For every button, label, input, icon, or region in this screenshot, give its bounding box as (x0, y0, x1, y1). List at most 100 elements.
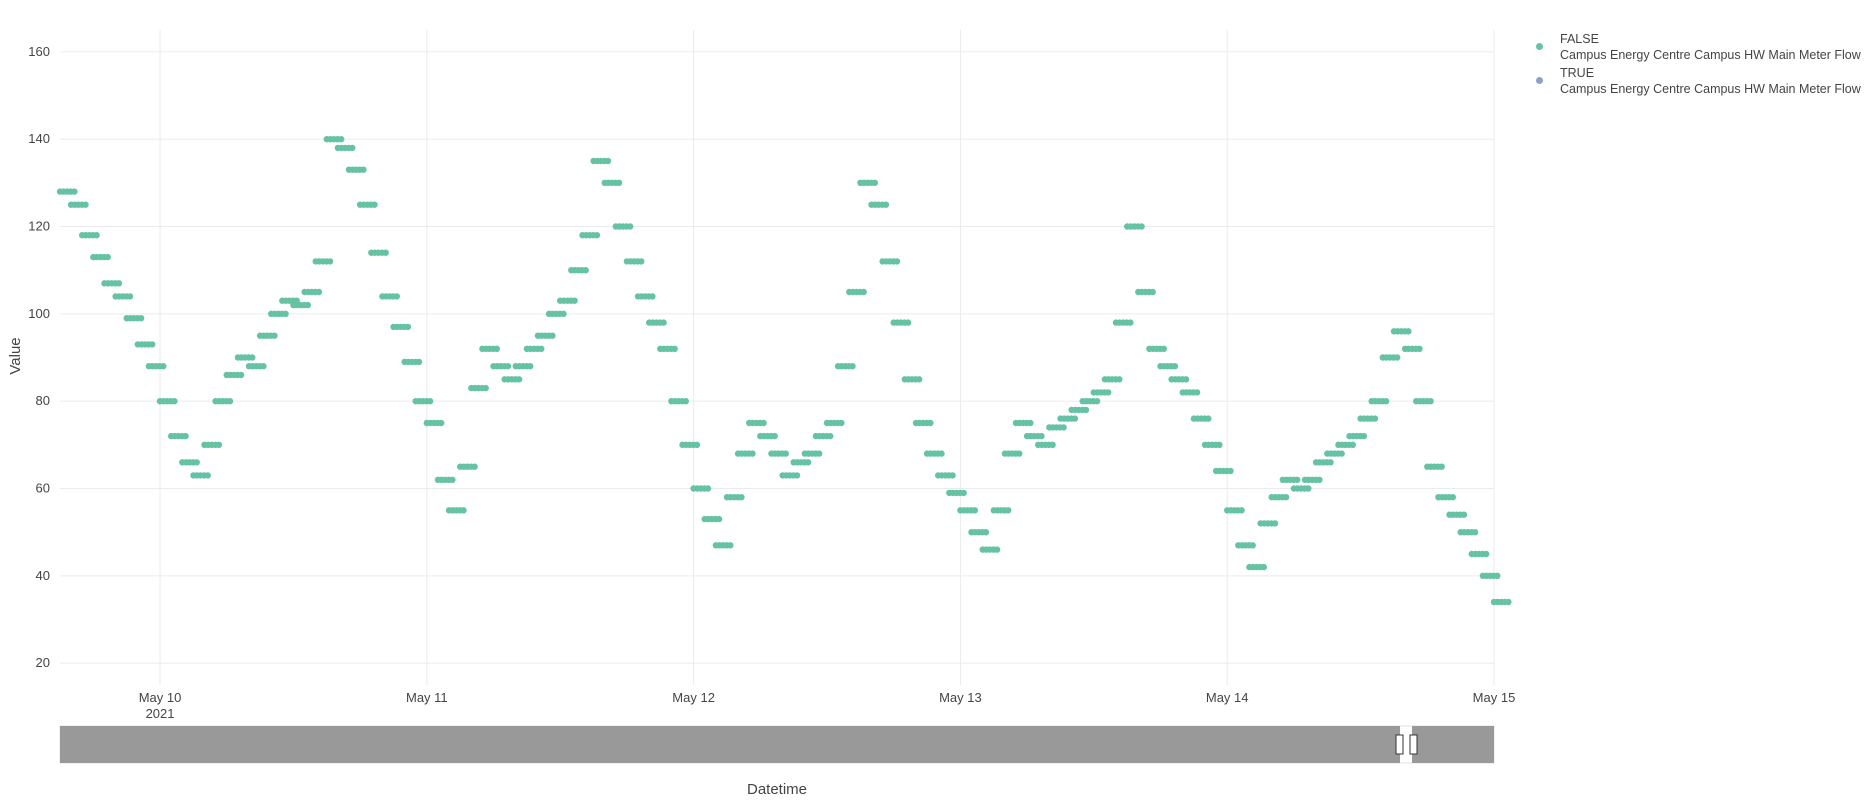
data-point-cluster (115, 280, 123, 287)
data-point-cluster (1360, 432, 1368, 440)
data-point-cluster (471, 463, 478, 470)
data-point-cluster (1316, 476, 1323, 483)
data-point-cluster (1338, 450, 1345, 457)
data-point-cluster (260, 363, 267, 370)
data-point-cluster (171, 398, 178, 405)
data-point-cluster (1149, 288, 1156, 296)
x-tick-label: May 12 (672, 690, 715, 705)
x-tick-sublabel: 2021 (146, 706, 175, 721)
data-point-cluster (1005, 507, 1012, 514)
range-slider-unselected (1412, 726, 1494, 763)
data-point-cluster (582, 267, 589, 274)
y-tick-label: 160 (28, 44, 50, 59)
data-point-cluster (338, 136, 345, 143)
data-point-cluster (727, 542, 734, 549)
legend-item-false[interactable]: FALSE Campus Energy Centre Campus HW Mai… (1534, 31, 1861, 63)
data-point-cluster (1082, 406, 1090, 414)
range-slider-handle-right[interactable] (1409, 734, 1418, 755)
data-point-cluster (1394, 354, 1401, 361)
data-point-cluster (1193, 389, 1201, 396)
data-point-cluster (482, 384, 489, 392)
data-point-cluster (538, 345, 545, 352)
data-point-cluster (460, 507, 467, 514)
data-point-cluster (1027, 419, 1034, 427)
data-point-cluster (560, 310, 567, 317)
data-point-cluster (1171, 363, 1179, 370)
data-point-cluster (1305, 485, 1312, 492)
y-tick-label: 140 (28, 131, 50, 146)
data-point-cluster (860, 288, 867, 296)
data-point-cluster (504, 363, 512, 370)
data-point-cluster (782, 450, 789, 457)
data-point-cluster (1260, 563, 1268, 571)
data-point-cluster (993, 546, 1001, 553)
data-point-cluster (1483, 550, 1490, 558)
data-point-cluster (982, 529, 990, 536)
data-point-cluster (415, 358, 423, 366)
data-point-cluster (1216, 441, 1223, 448)
range-slider[interactable] (59, 725, 1495, 764)
y-tick-label: 120 (28, 219, 50, 234)
data-point-cluster (882, 201, 890, 208)
data-point-cluster (816, 450, 823, 457)
y-tick-label: 20 (36, 655, 50, 670)
data-point-cluster (527, 363, 534, 370)
data-point-cluster (182, 432, 189, 440)
data-point-cluster (1160, 345, 1168, 352)
data-point-cluster (237, 371, 245, 379)
data-point-cluster (1060, 424, 1067, 431)
x-tick-label: May 10 (139, 690, 182, 705)
data-point-cluster (893, 258, 901, 265)
legend-marker-false (1536, 43, 1543, 50)
data-point-cluster (1349, 441, 1357, 448)
legend-label-true: TRUE (1560, 66, 1595, 80)
data-point-cluster (137, 315, 145, 322)
range-slider-selection[interactable] (60, 726, 1400, 763)
data-point-cluster (615, 179, 623, 186)
data-point-cluster (438, 419, 445, 427)
data-point-cluster (571, 297, 578, 304)
x-tick-label: May 13 (939, 690, 982, 705)
y-axis-title: Value (7, 337, 24, 374)
x-tick-label: May 11 (406, 690, 448, 705)
data-point-cluster (604, 157, 612, 165)
data-point-cluster (927, 419, 934, 427)
data-point-cluster (638, 258, 645, 265)
data-point-cluster (827, 432, 834, 440)
data-point-cluster (1416, 345, 1423, 352)
data-point-cluster (149, 341, 156, 348)
scatter-points[interactable] (56, 136, 1512, 606)
data-point-cluster (960, 489, 967, 497)
data-point-cluster (1205, 415, 1212, 422)
x-tick-label: May 15 (1473, 690, 1516, 705)
data-point-cluster (1049, 441, 1056, 448)
data-point-cluster (82, 201, 89, 208)
data-point-cluster (515, 376, 523, 383)
data-point-cluster (449, 476, 456, 483)
y-tick-label: 60 (36, 481, 50, 496)
data-point-cluster (215, 441, 223, 448)
data-point-cluster (315, 288, 323, 296)
data-point-cluster (1238, 507, 1245, 514)
data-point-cluster (715, 515, 723, 523)
data-point-cluster (1138, 223, 1145, 230)
range-slider-handle-left[interactable] (1395, 734, 1404, 755)
data-point-cluster (649, 293, 656, 300)
data-point-cluster (1505, 598, 1512, 606)
data-point-cluster (382, 249, 389, 256)
data-point-cluster (349, 144, 356, 152)
legend-item-true[interactable]: TRUE Campus Energy Centre Campus HW Main… (1534, 65, 1861, 97)
data-point-cluster (1182, 376, 1190, 383)
data-point-cluster (226, 398, 234, 405)
data-point-cluster (1016, 450, 1023, 457)
data-point-cluster (904, 319, 912, 326)
data-point-cluster (738, 494, 745, 501)
data-point-cluster (1460, 511, 1468, 518)
data-point-cluster (1382, 398, 1390, 405)
data-point-cluster (871, 179, 878, 186)
x-tick-label: May 14 (1206, 690, 1249, 705)
data-point-cluster (1494, 572, 1501, 579)
legend-marker-true (1536, 77, 1543, 84)
